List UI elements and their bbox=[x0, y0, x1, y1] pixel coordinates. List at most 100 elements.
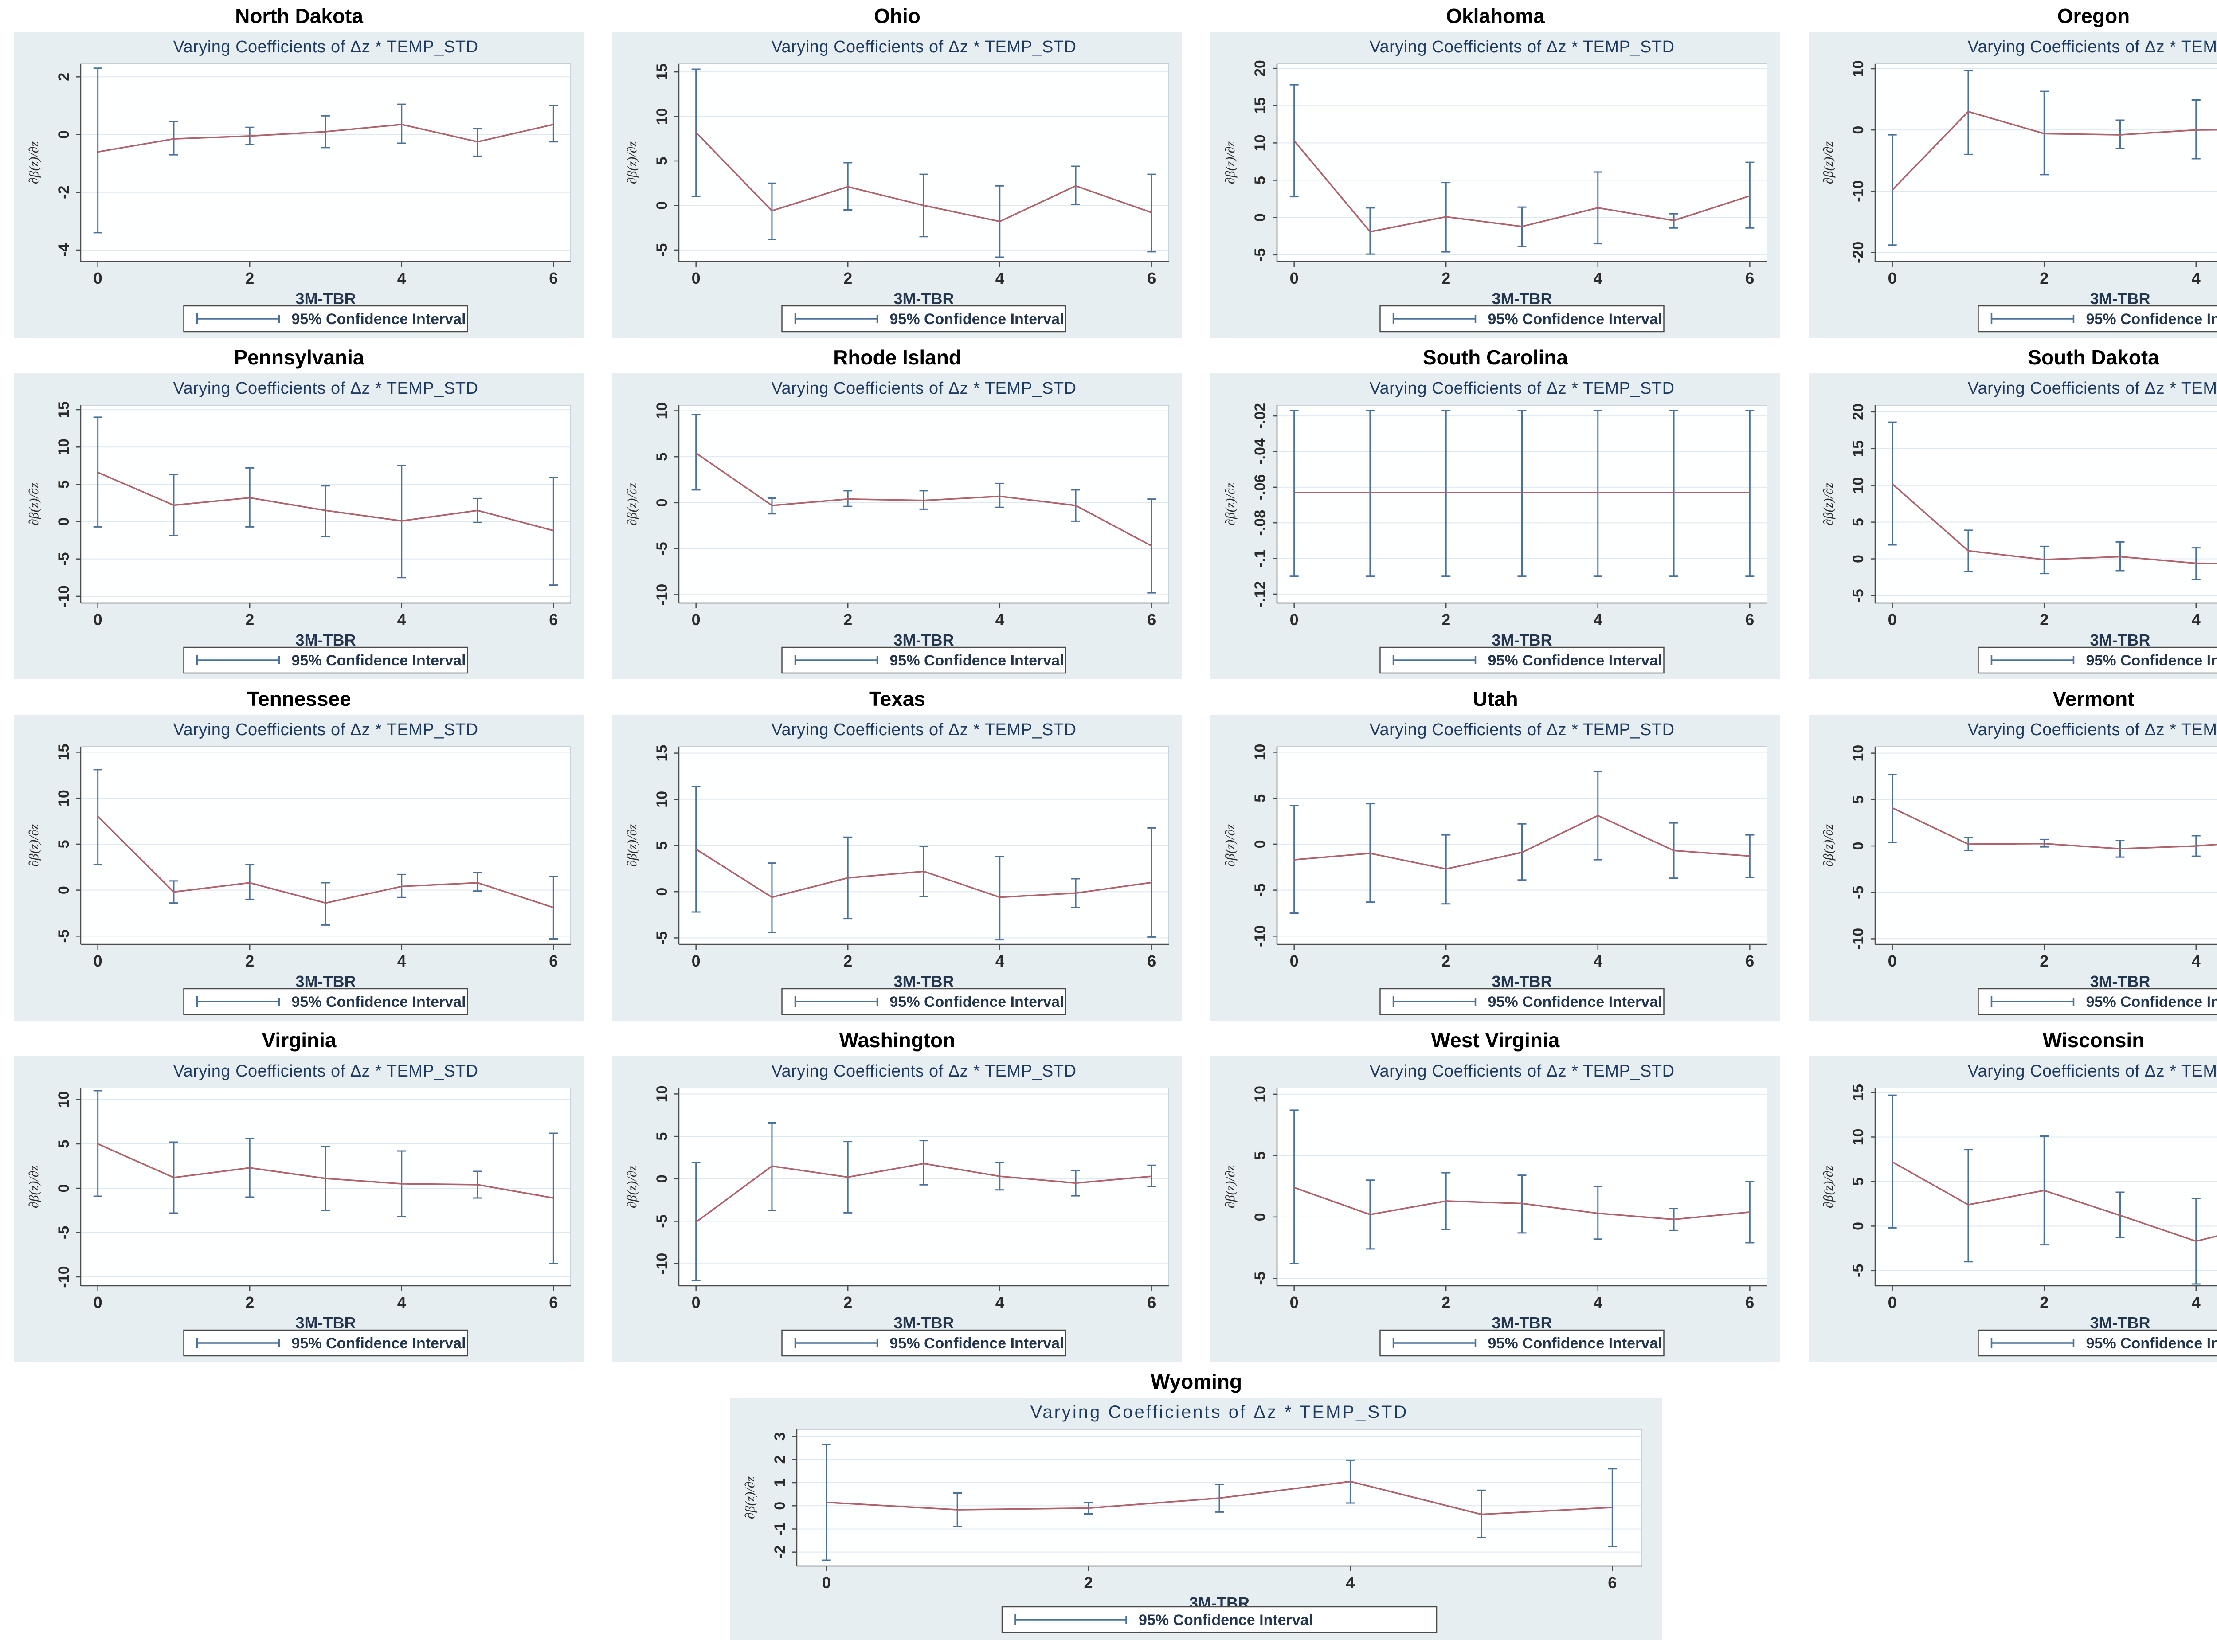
svg-text:4: 4 bbox=[397, 952, 406, 970]
chart-subtitle: Varying Coefficients of Δz * TEMP_STD bbox=[173, 1062, 478, 1080]
svg-text:-5: -5 bbox=[1850, 1264, 1867, 1277]
series-line bbox=[695, 848, 1152, 898]
y-tick-labels: -2 -1 0 1 2 3 bbox=[772, 1432, 797, 1559]
x-axis-label: 3M-TBR bbox=[296, 290, 356, 308]
x-axis-label: 3M-TBR bbox=[1492, 1314, 1552, 1332]
chart-subtitle: Varying Coefficients of Δz * TEMP_STD bbox=[1369, 1062, 1674, 1080]
legend: 95% Confidence Interval bbox=[1379, 646, 1665, 674]
confidence-interval-bars bbox=[1289, 410, 1755, 577]
x-axis-label: 3M-TBR bbox=[1492, 290, 1552, 308]
svg-text:-10: -10 bbox=[1252, 925, 1269, 947]
x-axis-label: 3M-TBR bbox=[894, 631, 954, 649]
y-tick-labels: -5 0 5 10 15 bbox=[55, 744, 81, 943]
chart-canvas: Texas Varying Coefficients of Δz * TEMP_S… bbox=[612, 687, 1182, 1021]
svg-text:-5: -5 bbox=[55, 552, 72, 566]
svg-text:4: 4 bbox=[397, 611, 406, 629]
svg-text:10: 10 bbox=[1850, 1129, 1867, 1146]
chart-title: Wisconsin bbox=[2043, 1029, 2145, 1052]
svg-text:10: 10 bbox=[1252, 744, 1269, 761]
svg-text:0: 0 bbox=[1888, 1293, 1897, 1311]
chart-subtitle: Varying Coefficients of Δz * TEMP_STD bbox=[771, 38, 1076, 56]
chart-subtitle: Varying Coefficients of Δz * TEMP_STD bbox=[1967, 379, 2217, 398]
series-line bbox=[695, 1163, 1152, 1223]
chart-title: Vermont bbox=[2052, 687, 2134, 710]
svg-text:2: 2 bbox=[1084, 1574, 1093, 1592]
svg-text:0: 0 bbox=[1850, 1222, 1867, 1230]
legend: 95% Confidence Interval bbox=[1379, 305, 1665, 333]
svg-text:0: 0 bbox=[1888, 952, 1897, 970]
y-tick-labels: -10 -5 0 5 10 bbox=[1850, 745, 1875, 950]
svg-text:6: 6 bbox=[1608, 1574, 1617, 1592]
y-tick-labels: -.02 -.04 -.06 -.08 -.1 -.12 bbox=[1252, 403, 1277, 607]
chart-canvas: North Dakota Varying Coefficients of Δz *… bbox=[14, 4, 584, 338]
confidence-interval-bars bbox=[1888, 774, 2201, 858]
confidence-interval-icon bbox=[196, 996, 280, 1007]
legend: 95% Confidence Interval bbox=[1379, 988, 1665, 1015]
y-tick-labels: -5 0 5 10 15 20 bbox=[1252, 60, 1277, 262]
svg-text:2: 2 bbox=[772, 1455, 788, 1464]
chart-canvas: Rhode Island Varying Coefficients of Δz *… bbox=[612, 346, 1182, 679]
confidence-interval-icon bbox=[794, 313, 878, 324]
svg-text:-5: -5 bbox=[654, 931, 670, 944]
chart-canvas: Oregon Varying Coefficients of Δz * TEMP_… bbox=[1809, 4, 2217, 338]
svg-text:10: 10 bbox=[55, 790, 72, 806]
svg-text:4: 4 bbox=[2192, 269, 2201, 287]
x-axis-label: 3M-TBR bbox=[894, 290, 954, 308]
svg-text:4: 4 bbox=[1594, 269, 1602, 287]
chart-title: West Virginia bbox=[1431, 1029, 1560, 1052]
svg-text:6: 6 bbox=[549, 611, 558, 629]
svg-text:0: 0 bbox=[1850, 555, 1867, 563]
svg-text:0: 0 bbox=[94, 1293, 102, 1311]
svg-text:10: 10 bbox=[654, 403, 670, 419]
y-axis-label: ∂β(z)/∂z bbox=[1821, 483, 1836, 526]
y-axis-label: ∂β(z)/∂z bbox=[27, 1166, 41, 1209]
svg-text:4: 4 bbox=[397, 269, 406, 287]
legend-label: 95% Confidence Interval bbox=[2086, 652, 2217, 669]
svg-text:5: 5 bbox=[1252, 1151, 1269, 1160]
confidence-interval-icon bbox=[1990, 313, 2075, 324]
svg-text:4: 4 bbox=[397, 1293, 406, 1311]
legend: 95% Confidence Interval bbox=[1978, 646, 2217, 674]
svg-text:2: 2 bbox=[1441, 952, 1450, 970]
chart-virginia: Virginia Varying Coefficients of Δz * TEM… bbox=[0, 1027, 598, 1368]
svg-text:10: 10 bbox=[1252, 1086, 1269, 1103]
legend: 95% Confidence Interval bbox=[1978, 1329, 2217, 1357]
x-axis-label: 3M-TBR bbox=[2090, 631, 2150, 649]
chart-title: Texas bbox=[869, 687, 925, 710]
y-axis-label: ∂β(z)/∂z bbox=[743, 1476, 757, 1519]
svg-text:5: 5 bbox=[654, 157, 670, 165]
chart-oregon: Oregon Varying Coefficients of Δz * TEMP_… bbox=[1794, 3, 2217, 344]
svg-text:4: 4 bbox=[2192, 1293, 2201, 1311]
svg-text:-5: -5 bbox=[55, 1226, 72, 1239]
svg-text:4: 4 bbox=[995, 269, 1004, 287]
svg-text:-5: -5 bbox=[1850, 886, 1867, 899]
svg-text:-2: -2 bbox=[772, 1546, 788, 1559]
confidence-interval-icon bbox=[1392, 996, 1477, 1007]
chart-canvas: South Dakota Varying Coefficients of Δz *… bbox=[1809, 346, 2217, 679]
svg-text:2: 2 bbox=[245, 611, 254, 629]
y-tick-labels: -5 0 5 10 15 bbox=[1850, 1084, 1875, 1277]
series-line bbox=[1892, 1161, 2217, 1242]
y-axis-label: ∂β(z)/∂z bbox=[1821, 1166, 1836, 1209]
chart-canvas: Virginia Varying Coefficients of Δz * TEM… bbox=[14, 1029, 584, 1362]
svg-text:20: 20 bbox=[1850, 403, 1867, 420]
legend: 95% Confidence Interval bbox=[183, 1329, 468, 1357]
svg-text:-10: -10 bbox=[1850, 928, 1867, 950]
chart-title: South Carolina bbox=[1423, 346, 1568, 369]
chart-subtitle: Varying Coefficients of Δz * TEMP_STD bbox=[1369, 38, 1674, 56]
chart-canvas: Tennessee Varying Coefficients of Δz * TE… bbox=[14, 687, 584, 1021]
chart-subtitle: Varying Coefficients of Δz * TEMP_STD bbox=[771, 720, 1076, 739]
chart-texas: Texas Varying Coefficients of Δz * TEMP_S… bbox=[598, 685, 1196, 1027]
plot-area bbox=[1875, 405, 2217, 603]
legend-label: 95% Confidence Interval bbox=[1488, 652, 1662, 669]
legend-label: 95% Confidence Interval bbox=[292, 994, 466, 1010]
svg-text:4: 4 bbox=[995, 952, 1004, 970]
